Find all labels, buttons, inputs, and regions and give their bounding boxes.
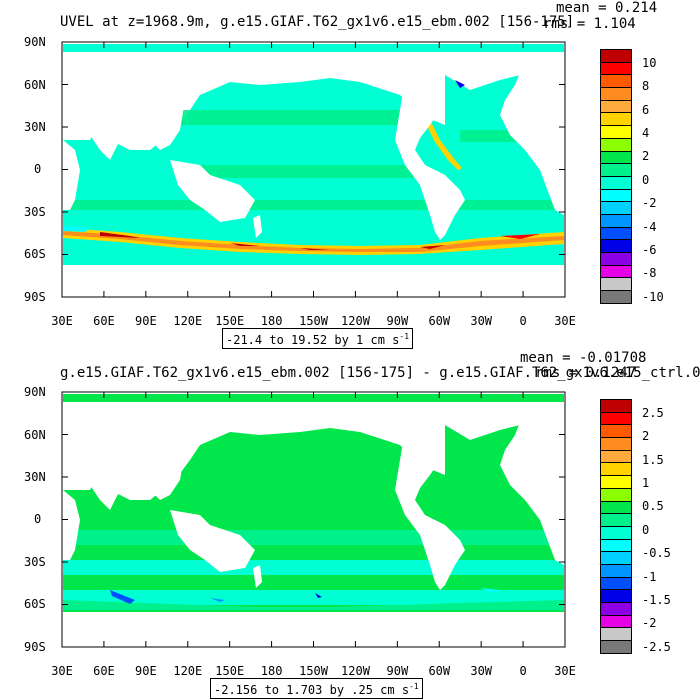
colorbar-label: 0 bbox=[642, 522, 650, 537]
lat-label: 60S bbox=[24, 597, 46, 611]
lon-label: 30E bbox=[554, 664, 576, 678]
lon-label: 30E bbox=[554, 314, 576, 328]
lon-label: 150E bbox=[215, 314, 245, 328]
lon-label: 150W bbox=[299, 314, 328, 328]
colorbar-label: 2 bbox=[642, 149, 650, 164]
lat-label: 90S bbox=[24, 640, 46, 654]
lon-label: 30W bbox=[470, 664, 493, 678]
lon-label: 60E bbox=[93, 314, 115, 328]
lon-label: 120E bbox=[173, 314, 203, 328]
colorbar-label: 8 bbox=[642, 79, 650, 94]
colorbar-swatch bbox=[600, 576, 632, 591]
colorbar-swatch bbox=[600, 487, 632, 502]
colorbar-swatch bbox=[600, 538, 632, 553]
lat-label: 90N bbox=[24, 35, 46, 49]
colorbar-swatch bbox=[600, 462, 632, 477]
lon-label: 120E bbox=[173, 664, 203, 678]
colorbar-swatch bbox=[600, 399, 632, 413]
colorbar-swatch bbox=[600, 602, 632, 616]
lon-label: 30E bbox=[51, 664, 73, 678]
lon-label: 90E bbox=[135, 664, 157, 678]
lat-label: 90N bbox=[24, 385, 46, 399]
colorbar-swatch bbox=[600, 290, 632, 304]
lat-label: 60S bbox=[24, 247, 46, 261]
lon-label: 150E bbox=[215, 664, 245, 678]
colorbar-label: -1.5 bbox=[642, 592, 671, 607]
lat-label: 0 bbox=[34, 162, 42, 176]
lat-label: 30N bbox=[24, 470, 46, 484]
colorbar-label: -2.5 bbox=[642, 639, 671, 654]
colorbar-label: -6 bbox=[642, 242, 657, 257]
colorbar-label: 0 bbox=[642, 172, 650, 187]
colorbar-label: -10 bbox=[642, 289, 664, 304]
colorbar-label: -1 bbox=[642, 569, 657, 584]
colorbar-label: 0.5 bbox=[642, 499, 664, 514]
lon-label: 30W bbox=[470, 314, 493, 328]
colorbar-label: -2 bbox=[642, 616, 657, 631]
colorbar-swatch bbox=[600, 437, 632, 451]
colorbar-label: -2 bbox=[642, 196, 657, 211]
colorbar-bottom bbox=[600, 399, 632, 654]
contour-range: -2.156 to 1.703 by .25 cm s-1 bbox=[210, 678, 423, 699]
land-masses bbox=[63, 52, 564, 297]
lat-label: 0 bbox=[34, 512, 42, 526]
lon-label: 180 bbox=[260, 664, 283, 678]
colorbar-swatch bbox=[600, 500, 632, 515]
colorbar-top bbox=[600, 49, 632, 304]
colorbar-label: 10 bbox=[642, 55, 657, 70]
mean-value: mean = -0.01708 bbox=[520, 350, 647, 366]
colorbar-label: -0.5 bbox=[642, 546, 671, 561]
land-masses bbox=[63, 402, 564, 647]
colorbar-label: 2 bbox=[642, 429, 650, 444]
colorbar-swatch bbox=[600, 563, 632, 578]
colorbar-swatch bbox=[600, 525, 632, 540]
colorbar-swatch bbox=[600, 513, 632, 527]
panel-title: g.e15.GIAF.T62_gx1v6.e15_ebm.002 [156-17… bbox=[60, 365, 700, 381]
contour-range: -21.4 to 19.52 by 1 cm s-1 bbox=[222, 328, 414, 349]
colorbar-label: 1.5 bbox=[642, 452, 664, 467]
colorbar-label: -4 bbox=[642, 219, 657, 234]
lat-label: 30N bbox=[24, 120, 46, 134]
colorbar-label: 4 bbox=[642, 125, 650, 140]
colorbar-swatch bbox=[600, 627, 632, 642]
lon-label: 150W bbox=[299, 664, 328, 678]
lon-label: 180 bbox=[260, 314, 283, 328]
colorbar-swatch bbox=[600, 614, 632, 629]
lat-label: 30S bbox=[24, 205, 46, 219]
colorbar-label: 2.5 bbox=[642, 405, 664, 420]
colorbar-swatch bbox=[600, 411, 632, 426]
lon-label: 60W bbox=[428, 664, 451, 678]
colorbar-swatch bbox=[600, 475, 632, 489]
rms-value: rms = 0.1247 bbox=[535, 365, 637, 381]
colorbar-label: 6 bbox=[642, 102, 650, 117]
colorbar-swatch bbox=[600, 551, 632, 565]
lon-label: 90W bbox=[386, 664, 409, 678]
lat-label: 60N bbox=[24, 428, 46, 442]
colorbar-swatch bbox=[600, 589, 632, 603]
colorbar-swatch bbox=[600, 424, 632, 439]
lon-label: 120W bbox=[341, 664, 370, 678]
lat-label: 60N bbox=[24, 78, 46, 92]
lon-label: 0 bbox=[519, 664, 527, 678]
lon-label: 0 bbox=[519, 314, 527, 328]
mean-value: mean = 0.214 bbox=[556, 0, 658, 16]
lat-label: 30S bbox=[24, 555, 46, 569]
lon-label: 60E bbox=[93, 664, 115, 678]
lon-label: 120W bbox=[341, 314, 370, 328]
lon-label: 30E bbox=[51, 314, 73, 328]
colorbar-label: 1 bbox=[642, 475, 650, 490]
colorbar-swatch bbox=[600, 640, 632, 654]
lon-label: 90E bbox=[135, 314, 157, 328]
panel-title: UVEL at z=1968.9m, g.e15.GIAF.T62_gx1v6.… bbox=[60, 14, 575, 30]
lon-label: 90W bbox=[386, 314, 409, 328]
map-plot bbox=[61, 41, 566, 298]
lon-label: 60W bbox=[428, 314, 451, 328]
colorbar-label: -8 bbox=[642, 266, 657, 281]
colorbar-swatch bbox=[600, 449, 632, 464]
rms-value: rms = 1.104 bbox=[543, 16, 636, 32]
lat-label: 90S bbox=[24, 290, 46, 304]
